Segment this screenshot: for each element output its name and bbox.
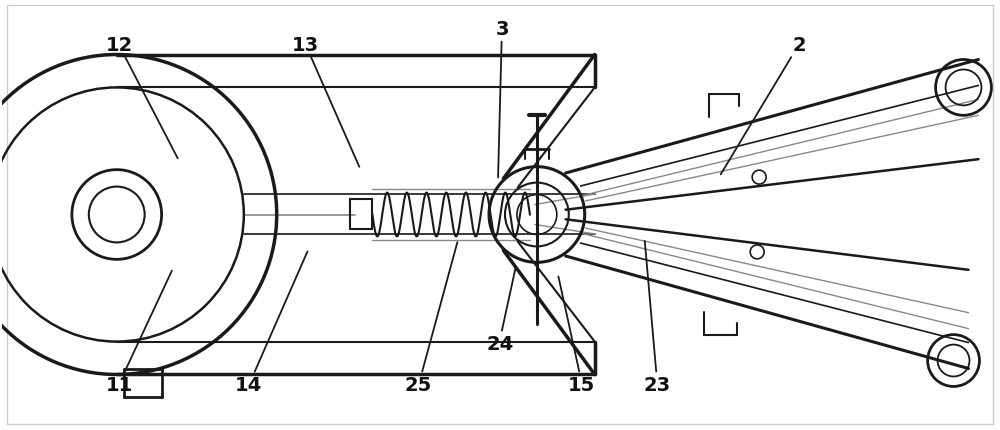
Text: 3: 3 <box>495 20 509 39</box>
Text: 11: 11 <box>106 375 133 394</box>
Text: 25: 25 <box>405 375 432 394</box>
Text: 23: 23 <box>644 375 671 394</box>
Text: 2: 2 <box>792 36 806 55</box>
Text: 12: 12 <box>106 36 133 55</box>
Text: 24: 24 <box>486 334 514 353</box>
Text: 15: 15 <box>568 375 595 394</box>
Text: 14: 14 <box>235 375 262 394</box>
Text: 13: 13 <box>292 36 319 55</box>
